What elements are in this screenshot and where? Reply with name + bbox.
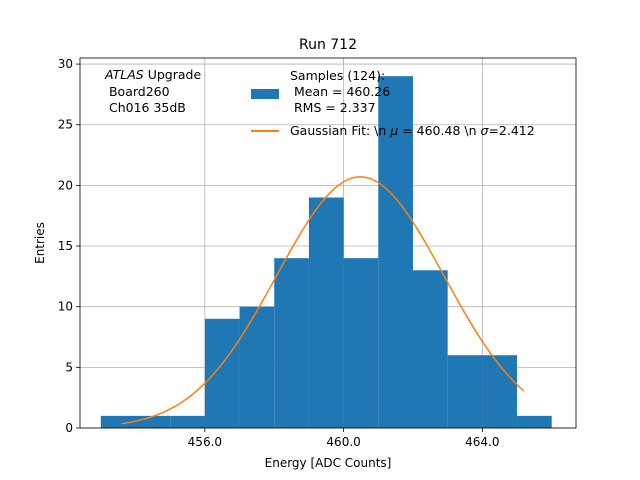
histogram-bar-12 (517, 415, 552, 428)
x-tick-label-1: 460.0 (326, 435, 360, 449)
histogram-bar-0 (100, 415, 136, 428)
y-tick-label-4: 20 (58, 178, 73, 192)
svg-text:ATLAS Upgrade: ATLAS Upgrade (104, 67, 201, 82)
y-tick-label-5: 25 (58, 118, 73, 132)
legend-hist-line2: Mean = 460.26 (290, 84, 390, 99)
axis-ticks: 456.0 460.0 464.0 0 5 10 15 20 25 30 (58, 57, 500, 449)
histogram-bar-6 (308, 197, 344, 428)
x-tick-label-0: 456.0 (188, 435, 222, 449)
histogram-bar-5 (274, 258, 309, 428)
legend-fit-label: Gaussian Fit: \n μ = 460.48 \n σ=2.412 (290, 123, 535, 138)
plot-frame (79, 57, 577, 429)
legend-fit-sigma-symbol: σ (480, 123, 489, 138)
legend-hist-line1: Samples (124): (290, 68, 385, 83)
annotation-board: Board260 (105, 84, 170, 99)
legend-fit-mu-value: = 460.48 \n (398, 123, 480, 138)
legend-fit-sigma-value: =2.412 (488, 123, 534, 138)
histogram-bars (100, 76, 552, 429)
atlas-annotation: ATLAS Upgrade Board260 Ch016 35dB (104, 67, 201, 115)
annotation-channel: Ch016 35dB (105, 100, 186, 115)
y-tick-label-6: 30 (58, 57, 73, 71)
histogram-bar-11 (482, 355, 518, 428)
histogram-bar-10 (447, 355, 483, 428)
legend-fit-mu-symbol: μ (389, 123, 398, 138)
annotation-atlas: ATLAS (104, 67, 144, 82)
x-axis-label: Energy [ADC Counts] (265, 456, 392, 470)
legend-fit-prefix: Gaussian Fit: \n (290, 123, 390, 138)
annotation-upgrade: Upgrade (144, 67, 202, 82)
chart-title: Run 712 (299, 37, 357, 53)
histogram-bar-7 (343, 258, 379, 428)
legend-hist-line3: RMS = 2.337 (290, 100, 376, 115)
y-tick-label-3: 15 (58, 239, 73, 253)
histogram-bar-8 (378, 76, 413, 429)
histogram-bar-1 (135, 415, 171, 428)
y-tick-label-1: 5 (65, 360, 73, 374)
histogram-bar-3 (204, 318, 240, 428)
gaussian-fit-curve (121, 176, 525, 425)
y-tick-label-0: 0 (65, 421, 73, 435)
legend: Samples (124): Mean = 460.26 RMS = 2.337… (251, 68, 535, 138)
histogram-bar-4 (239, 306, 275, 428)
histogram-bar-9 (412, 270, 448, 428)
y-tick-label-2: 10 (58, 300, 73, 314)
y-axis-label: Entries (33, 222, 47, 264)
x-tick-label-2: 464.0 (465, 435, 499, 449)
legend-hist-swatch (251, 89, 279, 99)
histogram-bar-2 (170, 415, 205, 428)
